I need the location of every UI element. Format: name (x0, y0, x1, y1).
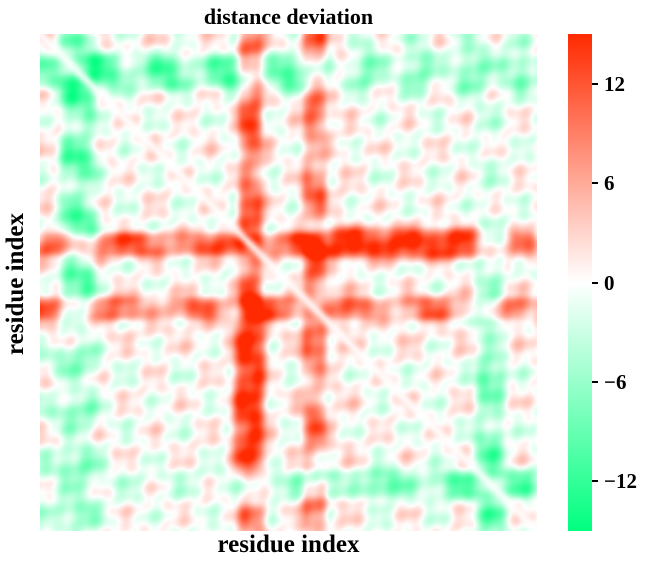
colorbar (568, 34, 592, 531)
colorbar-tick-mark (592, 82, 598, 85)
colorbar-tick-label: 12 (604, 71, 625, 96)
colorbar-axis: 12 6 0 −6 −12 (592, 34, 648, 531)
colorbar-tick-mark (592, 281, 598, 284)
colorbar-tick-label: −6 (604, 369, 627, 394)
y-axis-label: residue index (2, 213, 29, 355)
x-axis-label: residue index (217, 531, 360, 558)
chart-title: distance deviation (203, 4, 374, 29)
colorbar-tick-label: 0 (604, 270, 615, 295)
heatmap (40, 34, 537, 531)
colorbar-tick-label: 6 (604, 171, 615, 196)
colorbar-tick-mark (592, 480, 598, 483)
colorbar-tick-mark (592, 182, 598, 185)
colorbar-tick-label: −12 (604, 469, 637, 494)
colorbar-gradient (568, 34, 592, 531)
colorbar-tick-mark (592, 380, 598, 383)
